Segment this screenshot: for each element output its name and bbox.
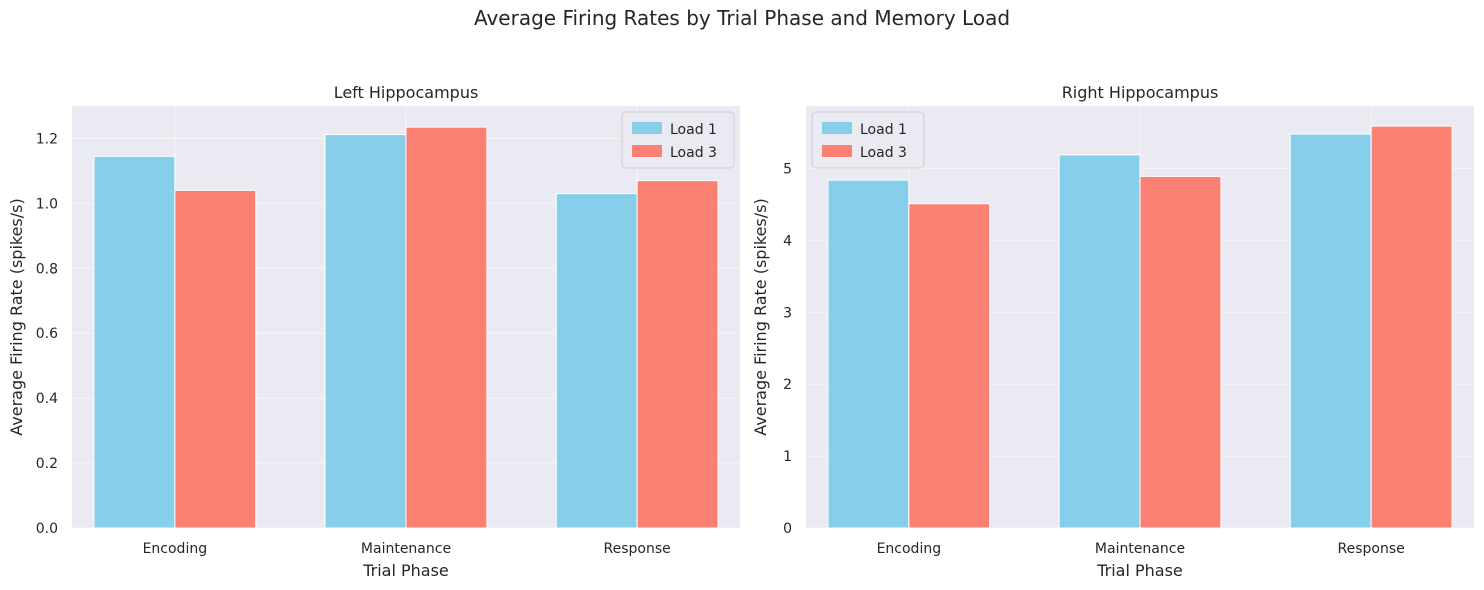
y-tick-label: 0 xyxy=(783,521,792,537)
x-tick-label: Encoding xyxy=(143,541,208,557)
bar-load-1-response xyxy=(555,193,638,529)
y-tick-label: 1.0 xyxy=(36,196,58,212)
chart-right-hippocampus: 0 1 2 3 4 5 Encoding Maintenance Response Trial P… xyxy=(751,83,1474,580)
bar-load-3-encoding xyxy=(174,189,257,529)
legend-label: Load 1 xyxy=(670,122,717,138)
y-tick-label: 0.4 xyxy=(36,391,58,407)
y-axis-label: Average Firing Rate (spikes/s) xyxy=(7,198,26,435)
bar-load-3-response xyxy=(636,180,719,529)
y-tick-label: 0.6 xyxy=(36,326,58,342)
bar-load-3-encoding xyxy=(908,203,991,529)
y-tick-label: 4 xyxy=(783,233,792,249)
y-tick-label: 3 xyxy=(783,305,792,321)
subplot-title: Left Hippocampus xyxy=(334,83,479,102)
y-tick-label: 2 xyxy=(783,377,792,393)
bar-load-1-maintenance xyxy=(324,134,407,529)
legend-label: Load 3 xyxy=(860,145,907,161)
legend-swatch xyxy=(632,122,662,134)
x-tick-label: Response xyxy=(1338,541,1405,557)
x-axis-label: Trial Phase xyxy=(362,561,449,580)
legend: Load 1 Load 3 xyxy=(621,111,735,169)
legend-swatch xyxy=(822,122,852,134)
y-tick-label: 0.2 xyxy=(36,456,58,472)
bar-load-1-response xyxy=(1289,133,1372,529)
y-axis-label: Average Firing Rate (spikes/s) xyxy=(751,198,770,435)
y-tick-label: 0.0 xyxy=(36,521,58,537)
y-tick-label: 1 xyxy=(783,449,792,465)
chart-left-hippocampus: 0.0 0.2 0.4 0.6 0.8 1.0 1.2 Encoding Maintenance… xyxy=(7,83,740,580)
bar-load-1-encoding xyxy=(93,155,176,529)
bar-load-1-encoding xyxy=(827,179,910,529)
bar-load-3-response xyxy=(1370,125,1453,529)
legend-swatch xyxy=(632,145,662,157)
legend-label: Load 3 xyxy=(670,145,717,161)
figure-title: Average Firing Rates by Trial Phase and … xyxy=(473,6,1011,30)
x-axis-label: Trial Phase xyxy=(1096,561,1183,580)
x-tick-label: Response xyxy=(604,541,671,557)
bar-load-1-maintenance xyxy=(1058,154,1141,529)
subplot-title: Right Hippocampus xyxy=(1062,83,1219,102)
y-tick-label: 0.8 xyxy=(36,261,58,277)
legend-swatch xyxy=(822,145,852,157)
bar-load-3-maintenance xyxy=(1139,175,1222,529)
legend-label: Load 1 xyxy=(860,122,907,138)
x-tick-label: Encoding xyxy=(877,541,942,557)
x-tick-label: Maintenance xyxy=(361,541,451,557)
x-tick-label: Maintenance xyxy=(1095,541,1185,557)
bar-load-3-maintenance xyxy=(405,126,488,529)
legend: Load 1 Load 3 xyxy=(811,111,925,169)
y-tick-label: 5 xyxy=(783,162,792,178)
y-tick-label: 1.2 xyxy=(36,131,58,147)
